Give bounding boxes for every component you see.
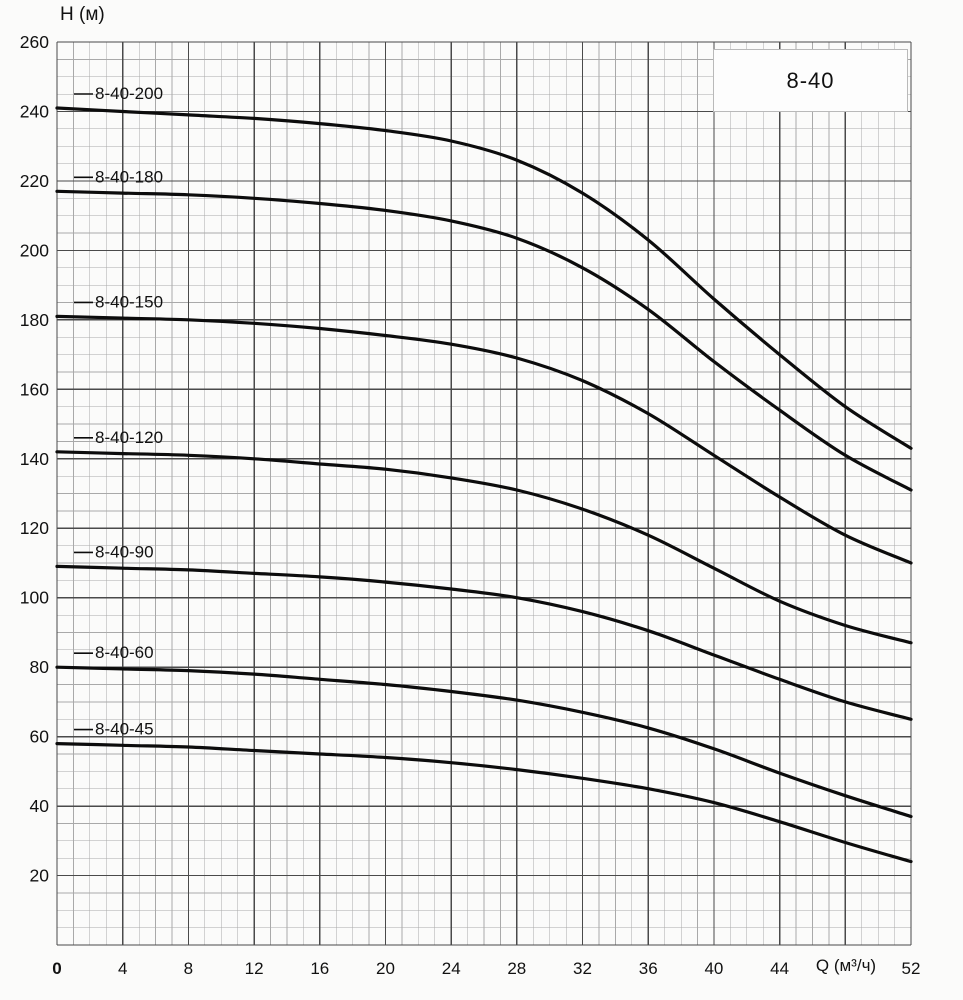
- curve-label: 8-40-180: [95, 167, 163, 186]
- x-axis-title: Q (м³/ч): [815, 956, 877, 975]
- curve-8-40-120: [55, 450, 913, 645]
- y-tick-label: 260: [20, 32, 49, 52]
- x-tick-label: 4: [118, 959, 127, 978]
- x-tick-label: 32: [573, 959, 592, 978]
- y-tick-label: 180: [20, 310, 49, 330]
- curve-8-40-180: [55, 189, 913, 492]
- y-tick-label: 100: [20, 588, 49, 608]
- curve-label: 8-40-45: [95, 720, 154, 739]
- y-axis-title: H (м): [60, 4, 105, 25]
- curve-label: 8-40-60: [95, 643, 154, 662]
- x-tick-label: 52: [902, 959, 921, 978]
- y-tick-label: 240: [20, 102, 49, 122]
- curve-label: 8-40-90: [95, 542, 154, 561]
- x-tick-label: 28: [507, 959, 526, 978]
- x-tick-label: 24: [442, 959, 461, 978]
- series-family-badge: 8-40: [713, 49, 908, 112]
- y-tick-label: 20: [30, 866, 50, 886]
- y-tick-label: 40: [30, 796, 50, 816]
- x-tick-label: 0: [52, 959, 61, 978]
- y-tick-label: 220: [20, 171, 49, 191]
- x-tick-label: 40: [704, 959, 723, 978]
- y-tick-label: 80: [30, 657, 50, 677]
- x-tick-label: 36: [639, 959, 658, 978]
- curve-8-40-60: [55, 665, 913, 819]
- x-tick-label: 20: [376, 959, 395, 978]
- x-tick-label: 8: [184, 959, 193, 978]
- curve-8-40-45: [55, 742, 913, 864]
- y-tick-label: 140: [20, 449, 49, 469]
- curve-label: 8-40-200: [95, 84, 163, 103]
- y-tick-label: 160: [20, 379, 49, 399]
- curve-label: 8-40-120: [95, 428, 163, 447]
- y-tick-label: 120: [20, 518, 49, 538]
- y-tick-label: 60: [30, 727, 50, 747]
- x-tick-label: 12: [245, 959, 264, 978]
- x-tick-label: 16: [310, 959, 329, 978]
- curve-8-40-200: [55, 106, 913, 450]
- curve-8-40-150: [55, 314, 913, 565]
- curve-8-40-90: [55, 564, 913, 721]
- x-tick-label: 44: [770, 959, 789, 978]
- y-tick-label: 200: [20, 240, 49, 260]
- curve-label: 8-40-150: [95, 292, 163, 311]
